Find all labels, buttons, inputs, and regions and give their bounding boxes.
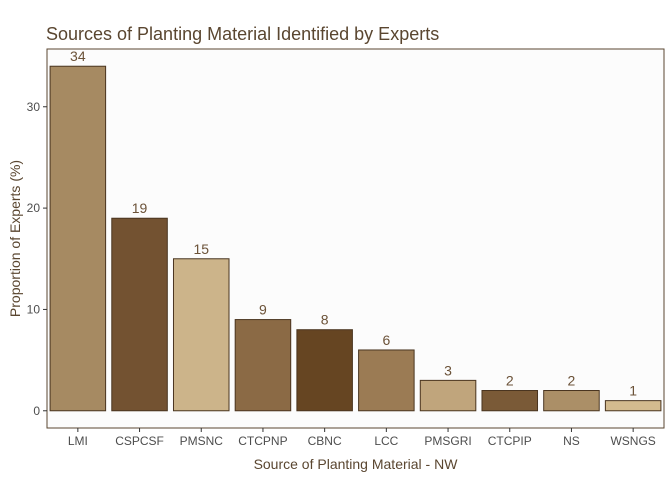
x-axis-title: Source of Planting Material - NW bbox=[254, 456, 459, 472]
bar-wsngs bbox=[604, 400, 662, 412]
bar-ctcpnp bbox=[234, 319, 292, 412]
x-tick-label-ns: NS bbox=[563, 434, 580, 448]
x-tick-label-lcc: LCC bbox=[374, 434, 398, 448]
data-label-wsngs: 1 bbox=[629, 383, 637, 399]
bars bbox=[49, 65, 662, 412]
bar-lmi bbox=[49, 65, 107, 412]
bar-pmsgri bbox=[419, 379, 477, 412]
y-axis-title: Proportion of Experts (%) bbox=[7, 160, 23, 317]
x-tick-label-cspcsf: CSPCSF bbox=[115, 434, 164, 448]
bar-cspcsf bbox=[111, 217, 168, 412]
data-labels: 34 19 15 9 8 6 3 2 2 1 bbox=[70, 48, 637, 398]
y-tick-label: 20 bbox=[27, 201, 41, 215]
x-tick-label-pmsnc: PMSNC bbox=[180, 434, 224, 448]
y-tick-label: 10 bbox=[27, 302, 41, 316]
x-tick-label-lmi: LMI bbox=[68, 434, 88, 448]
data-label-cspcsf: 19 bbox=[132, 200, 148, 216]
x-tick-label-cbnc: CBNC bbox=[308, 434, 342, 448]
x-axis: LMI CSPCSF PMSNC CTCPNP CBNC LCC PMSGRI CTCPIP N… bbox=[68, 428, 656, 448]
y-axis: 0 10 20 30 bbox=[27, 100, 47, 418]
bar-ctcpip bbox=[481, 390, 539, 412]
y-tick-label: 30 bbox=[27, 100, 41, 114]
bar-ns bbox=[543, 390, 600, 412]
x-tick-label-pmsgri: PMSGRI bbox=[424, 434, 471, 448]
x-tick-label-ctcpip: CTCPIP bbox=[488, 434, 532, 448]
data-label-cbnc: 8 bbox=[321, 312, 329, 328]
x-tick-label-wsngs: WSNGS bbox=[610, 434, 655, 448]
data-label-ctcpnp: 9 bbox=[259, 302, 267, 318]
data-label-lmi: 34 bbox=[70, 48, 86, 64]
data-label-lcc: 6 bbox=[382, 332, 390, 348]
bar-cbnc bbox=[296, 329, 353, 412]
data-label-pmsgri: 3 bbox=[444, 362, 452, 378]
bar-pmsnc bbox=[172, 258, 230, 412]
chart-title: Sources of Planting Material Identified … bbox=[46, 24, 440, 44]
data-label-ns: 2 bbox=[568, 373, 576, 389]
y-tick-label: 0 bbox=[33, 404, 40, 418]
data-label-ctcpip: 2 bbox=[506, 373, 514, 389]
data-label-pmsnc: 15 bbox=[193, 241, 209, 257]
bar-lcc bbox=[358, 349, 415, 412]
x-tick-label-ctcpnp: CTCPNP bbox=[238, 434, 287, 448]
